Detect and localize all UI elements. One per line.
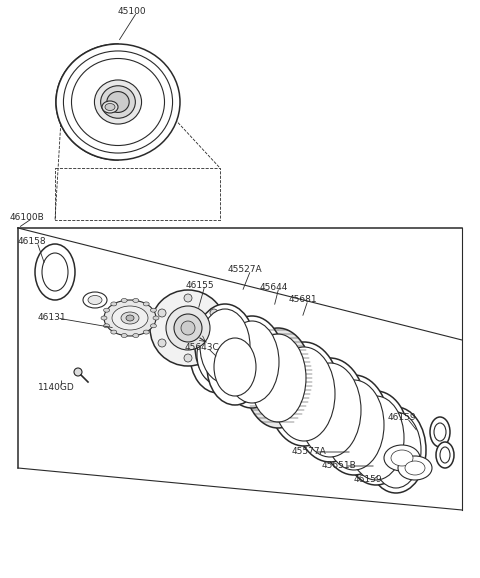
Ellipse shape: [104, 324, 109, 328]
Ellipse shape: [184, 354, 192, 362]
Ellipse shape: [174, 314, 202, 342]
Ellipse shape: [405, 461, 425, 475]
Ellipse shape: [324, 380, 384, 470]
Ellipse shape: [294, 358, 366, 462]
Ellipse shape: [348, 396, 404, 480]
Ellipse shape: [440, 447, 450, 463]
Ellipse shape: [158, 339, 166, 347]
Ellipse shape: [207, 329, 263, 405]
Ellipse shape: [133, 298, 139, 302]
Ellipse shape: [195, 304, 255, 388]
Ellipse shape: [430, 417, 450, 447]
Ellipse shape: [250, 334, 306, 422]
Text: 46159: 46159: [354, 476, 383, 484]
Ellipse shape: [133, 334, 139, 338]
Ellipse shape: [434, 423, 446, 441]
Text: 45577A: 45577A: [292, 447, 327, 457]
Text: 45100: 45100: [118, 8, 146, 17]
Text: 46155: 46155: [186, 280, 215, 290]
Text: 45651B: 45651B: [322, 461, 357, 470]
Ellipse shape: [104, 308, 109, 312]
Ellipse shape: [102, 101, 118, 113]
Ellipse shape: [42, 253, 68, 291]
Ellipse shape: [63, 51, 173, 153]
Text: 45527A: 45527A: [228, 265, 263, 275]
Ellipse shape: [95, 80, 142, 124]
Text: 46159: 46159: [388, 413, 417, 423]
Ellipse shape: [153, 316, 159, 320]
Ellipse shape: [107, 91, 129, 113]
Ellipse shape: [121, 312, 139, 324]
Ellipse shape: [143, 302, 149, 306]
Ellipse shape: [181, 321, 195, 335]
Ellipse shape: [158, 309, 166, 317]
Ellipse shape: [268, 342, 340, 446]
Ellipse shape: [101, 316, 107, 320]
Ellipse shape: [214, 338, 256, 396]
Ellipse shape: [371, 412, 421, 488]
Ellipse shape: [384, 445, 420, 471]
Ellipse shape: [112, 306, 148, 330]
Text: 1140GD: 1140GD: [38, 383, 75, 392]
Ellipse shape: [126, 315, 134, 321]
Ellipse shape: [366, 407, 426, 493]
Ellipse shape: [220, 316, 284, 408]
Ellipse shape: [200, 309, 250, 383]
Ellipse shape: [210, 309, 218, 317]
Ellipse shape: [210, 339, 218, 347]
Ellipse shape: [56, 44, 180, 160]
Ellipse shape: [398, 456, 432, 480]
Ellipse shape: [111, 302, 117, 306]
Text: 46158: 46158: [18, 238, 47, 246]
Ellipse shape: [111, 330, 117, 334]
Text: 45644: 45644: [260, 283, 288, 291]
Text: 46131: 46131: [38, 313, 67, 323]
Ellipse shape: [190, 317, 246, 393]
Ellipse shape: [35, 244, 75, 300]
Ellipse shape: [121, 298, 127, 302]
Ellipse shape: [391, 450, 413, 466]
Ellipse shape: [72, 58, 165, 146]
Ellipse shape: [343, 391, 409, 485]
Ellipse shape: [88, 295, 102, 305]
Ellipse shape: [299, 363, 361, 457]
Text: 45681: 45681: [289, 295, 318, 305]
Ellipse shape: [436, 442, 454, 468]
Ellipse shape: [74, 368, 82, 376]
Ellipse shape: [184, 294, 192, 302]
Ellipse shape: [166, 306, 210, 350]
Ellipse shape: [150, 324, 156, 328]
Ellipse shape: [150, 290, 226, 366]
Ellipse shape: [101, 86, 135, 118]
Ellipse shape: [225, 321, 279, 403]
Ellipse shape: [319, 375, 389, 475]
Ellipse shape: [150, 308, 156, 312]
Ellipse shape: [104, 300, 156, 336]
Ellipse shape: [143, 330, 149, 334]
Ellipse shape: [121, 334, 127, 338]
Ellipse shape: [105, 103, 115, 110]
Ellipse shape: [273, 347, 335, 441]
Ellipse shape: [244, 328, 312, 428]
Text: 45643C: 45643C: [185, 343, 220, 353]
Text: 46100B: 46100B: [10, 213, 45, 223]
Ellipse shape: [197, 326, 239, 384]
Ellipse shape: [83, 292, 107, 308]
